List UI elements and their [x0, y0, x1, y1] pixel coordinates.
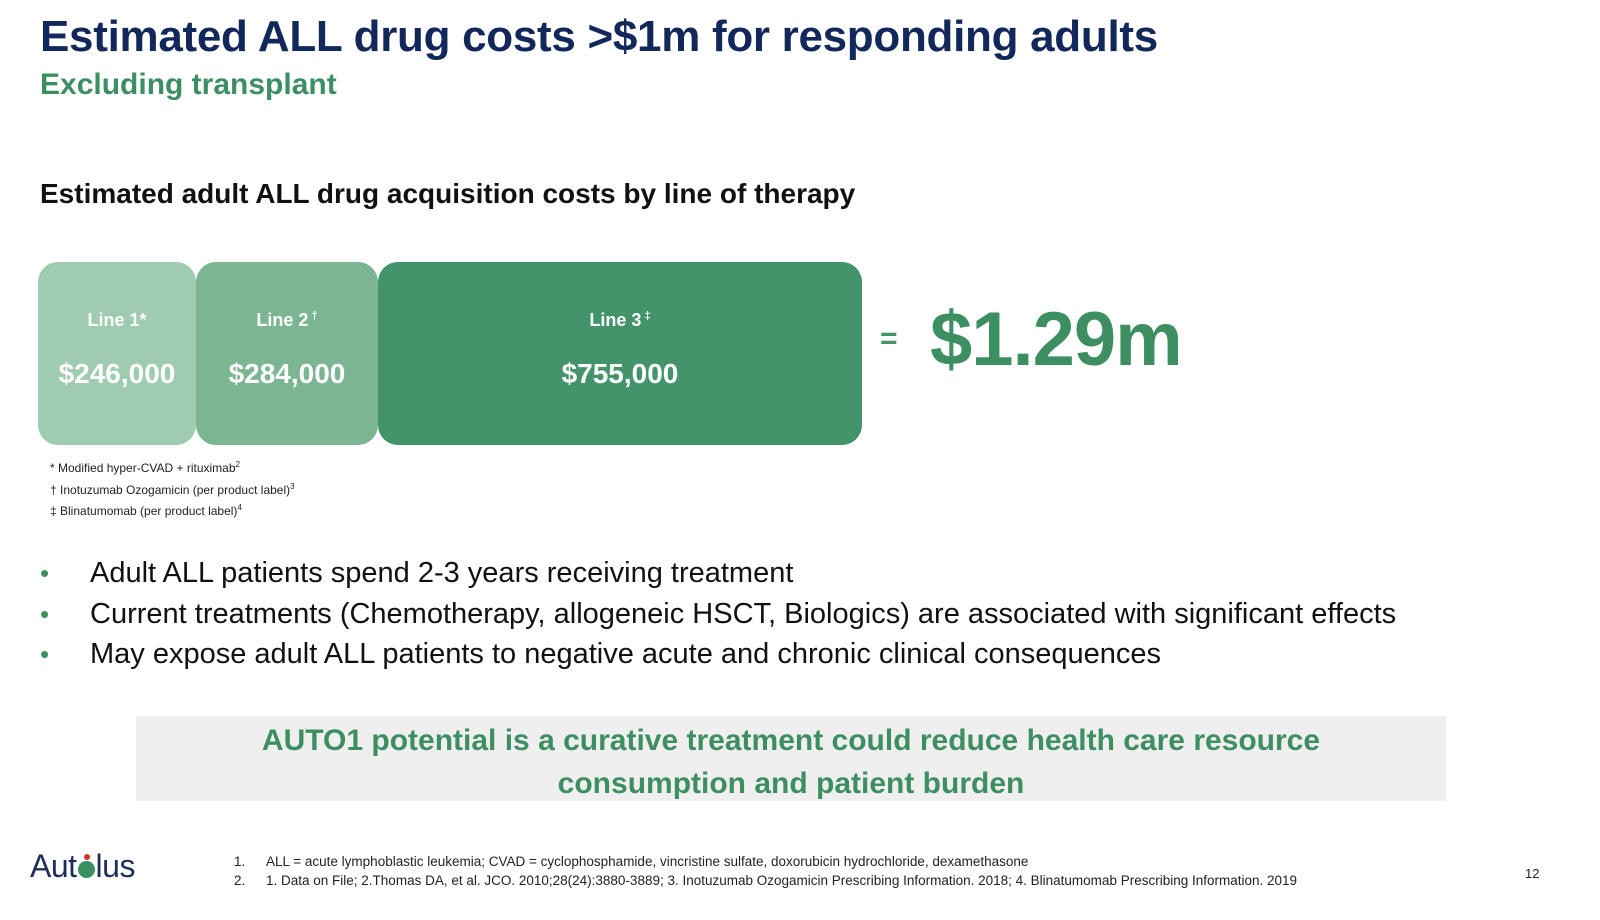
bullet-icon: •: [40, 598, 50, 629]
bullet-item: • Current treatments (Chemotherapy, allog…: [40, 594, 1396, 635]
line-1-cost-box: Line 1* $246,000: [38, 262, 196, 445]
double-dagger-mark: ‡: [644, 310, 651, 322]
bullet-item: • Adult ALL patients spend 2-3 years rece…: [40, 553, 1396, 594]
bullet-icon: •: [40, 639, 50, 669]
footnote-line-2: † Inotuzumab Ozogamicin (per product lab…: [50, 481, 295, 497]
line-2-cost-box: Line 2 † $284,000: [196, 262, 378, 445]
footnote-line-1: * Modified hyper-CVAD + rituximab2: [50, 460, 240, 475]
logo-mark-icon: [77, 854, 95, 878]
bullet-list: • Adult ALL patients spend 2-3 years rece…: [40, 553, 1396, 675]
box-footnotes: * Modified hyper-CVAD + rituximab2 † Ino…: [50, 456, 295, 521]
callout-line-1: AUTO1 potential is a curative treatment …: [261, 724, 1321, 757]
dagger-mark: †: [311, 310, 318, 322]
bullet-item: • May expose adult ALL patients to negati…: [40, 634, 1396, 675]
callout-box: AUTO1 potential is a curative treatment …: [136, 716, 1446, 801]
total-cost: $1.29m: [930, 297, 1183, 382]
line-1-value: $246,000: [58, 358, 176, 389]
reference-item: 2. 1. Data on File; 2.Thomas DA, et al. J…: [234, 873, 1298, 888]
line-3-cost-box: Line 3 ‡ $755,000: [378, 262, 862, 445]
references-list: 1. ALL = acute lymphoblastic leukemia; CV…: [234, 852, 1297, 890]
slide-title: Estimated ALL drug costs >$1m for respon…: [40, 12, 1158, 61]
line-3-value: $755,000: [561, 358, 679, 389]
line-1-label: Line 1*: [87, 310, 147, 330]
line-2-label: Line 2 †: [256, 310, 318, 330]
page-number: 12: [1525, 866, 1540, 881]
section-heading: Estimated adult ALL drug acquisition cos…: [40, 178, 856, 209]
line-2-value: $284,000: [228, 358, 346, 389]
autolus-logo: Aut lus: [30, 848, 135, 884]
slide-subtitle: Excluding transplant: [40, 68, 337, 101]
footnote-line-3: ‡ Blinatumomab (per product label)4: [50, 503, 242, 518]
bullet-icon: •: [40, 558, 50, 588]
equals-sign: =: [880, 322, 898, 355]
callout-line-2: consumption and patient burden: [557, 767, 1025, 800]
line-3-label: Line 3 ‡: [589, 310, 651, 330]
reference-item: 1. ALL = acute lymphoblastic leukemia; CV…: [234, 854, 1029, 869]
